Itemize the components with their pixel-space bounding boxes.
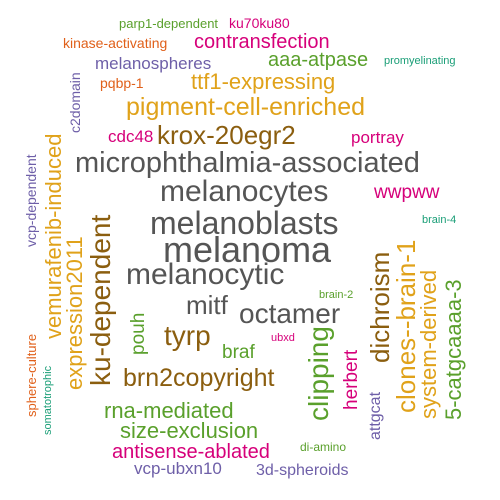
word-ku70ku80: ku70ku80 <box>229 15 290 31</box>
word-octamer: octamer <box>239 298 341 329</box>
word-somatotrophic: somatotrophic <box>42 365 54 435</box>
word-tyrp: tyrp <box>164 320 211 351</box>
word-sphere-culture: sphere-culture <box>24 333 39 417</box>
word-c2domain: c2domain <box>67 72 83 133</box>
word-ku-dependent: ku-dependent <box>85 214 116 386</box>
word-brn2copyright: brn2copyright <box>123 364 275 392</box>
word-pigment-cell-enriched: pigment-cell-enriched <box>126 93 366 121</box>
word-portray: portray <box>351 128 404 147</box>
word-vcp-dependent: vcp-dependent <box>23 154 39 247</box>
word-pqbp-1: pqbp-1 <box>100 75 144 91</box>
word-brain-4: brain-4 <box>422 214 457 226</box>
word-3d-spheroids: 3d-spheroids <box>256 462 349 479</box>
word-attgcat: attgcat <box>367 391 384 440</box>
word-5-catgcaaaa-3: 5-catgcaaaa-3 <box>441 279 466 420</box>
word-dichroism: dichroism <box>365 251 395 363</box>
word-mitf: mitf <box>186 290 228 320</box>
word-ttf1-expressing: ttf1-expressing <box>191 69 336 94</box>
word-vcp-ubxn10: vcp-ubxn10 <box>134 459 222 478</box>
word-aaa-atpase: aaa-atpase <box>268 49 369 71</box>
word-promyelinating: promyelinating <box>384 55 456 67</box>
word-pouh: pouh <box>128 312 149 355</box>
word-microphthalmia-associated: microphthalmia-associated <box>75 147 420 179</box>
word-melanocytes: melanocytes <box>160 175 329 208</box>
word-contransfection: contransfection <box>194 31 330 53</box>
word-cdc48: cdc48 <box>108 127 154 146</box>
word-expression2011: expression2011 <box>62 236 87 390</box>
word-melanoblasts: melanoblasts <box>150 205 339 241</box>
word-melanoma: melanoma <box>163 229 332 270</box>
word-rna-mediated: rna-mediated <box>104 398 234 423</box>
word-krox-20egr2: krox-20egr2 <box>157 120 296 150</box>
word-parp1-dependent: parp1-dependent <box>119 16 219 31</box>
word-kinase-activating: kinase-activating <box>63 35 168 51</box>
word-wwpww: wwpww <box>374 182 440 203</box>
word-herbert: herbert <box>341 349 362 410</box>
word-antisense-ablated: antisense-ablated <box>112 441 270 463</box>
word-ubxd: ubxd <box>271 332 295 344</box>
word-melanospheres: melanospheres <box>95 54 212 73</box>
word-size-exclusion: size-exclusion <box>120 418 259 443</box>
word-system-derived: system-derived <box>416 269 441 419</box>
word-melanocytic: melanocytic <box>126 258 285 291</box>
word-clipping: clipping <box>303 326 334 421</box>
word-braf: braf <box>222 342 255 363</box>
word-brain-2: brain-2 <box>319 289 354 301</box>
word-di-amino: di-amino <box>300 440 347 454</box>
